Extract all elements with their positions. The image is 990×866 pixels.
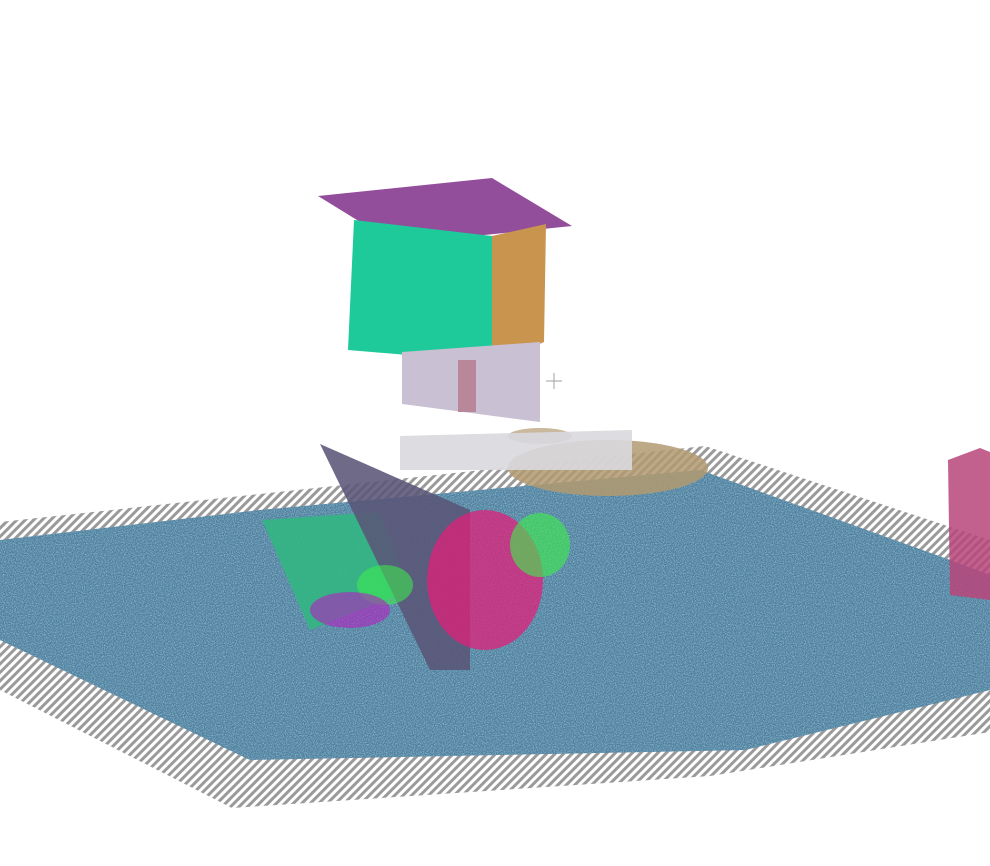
grey-vertical-plane: [400, 430, 632, 470]
dark-diagonal-plane: [320, 444, 470, 670]
crosshair-icon: [546, 373, 562, 389]
purple-point-cluster: [310, 592, 390, 628]
cube-front-face: [348, 220, 492, 362]
cube-support-post: [458, 360, 476, 412]
cube-side-face: [492, 224, 546, 366]
cube-object[interactable]: [318, 178, 572, 422]
ground-plane: [0, 446, 990, 808]
right-edge-object: [948, 448, 990, 600]
